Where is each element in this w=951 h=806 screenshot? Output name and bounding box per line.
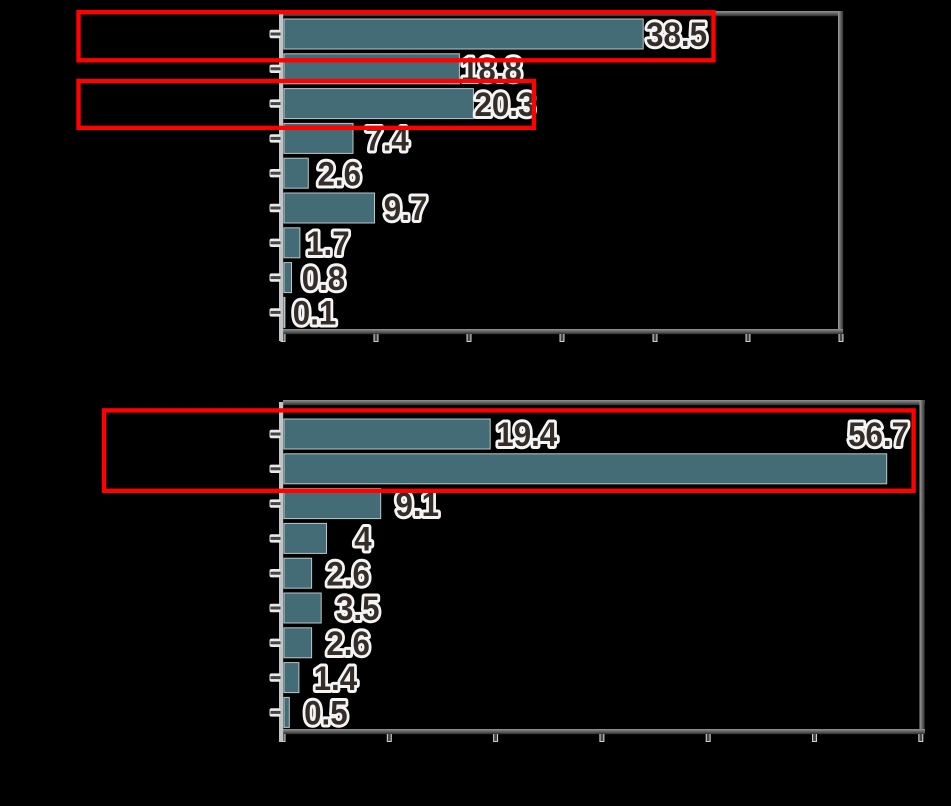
svg-text:38.5: 38.5	[646, 16, 707, 54]
svg-text:0.1: 0.1	[293, 295, 337, 333]
svg-text:4: 4	[354, 521, 371, 559]
svg-text:3.5: 3.5	[336, 590, 380, 628]
svg-text:19.4: 19.4	[496, 416, 557, 454]
svg-text:2.6: 2.6	[318, 155, 362, 193]
svg-text:56.7: 56.7	[848, 416, 909, 454]
svg-text:4: 4	[354, 521, 371, 559]
svg-text:0.1: 0.1	[293, 295, 337, 333]
svg-text:7.4: 7.4	[365, 121, 409, 159]
svg-text:2.6: 2.6	[326, 555, 370, 593]
svg-text:56.7: 56.7	[848, 416, 909, 454]
svg-text:0.8: 0.8	[302, 260, 346, 298]
svg-text:19.4: 19.4	[496, 416, 557, 454]
svg-text:2.6: 2.6	[326, 625, 370, 663]
svg-text:20.3: 20.3	[475, 86, 536, 124]
svg-text:1.4: 1.4	[314, 660, 358, 698]
svg-text:0.8: 0.8	[302, 260, 346, 298]
svg-text:3.5: 3.5	[336, 590, 380, 628]
svg-text:18.8: 18.8	[461, 51, 522, 89]
svg-text:0.5: 0.5	[304, 695, 348, 733]
svg-text:9.7: 9.7	[384, 190, 428, 228]
svg-text:18.8: 18.8	[461, 51, 522, 89]
svg-text:1.7: 1.7	[306, 225, 350, 263]
svg-text:1.4: 1.4	[314, 660, 358, 698]
svg-text:9.7: 9.7	[384, 190, 428, 228]
svg-text:1.7: 1.7	[306, 225, 350, 263]
svg-text:0.5: 0.5	[304, 695, 348, 733]
svg-text:2.6: 2.6	[326, 555, 370, 593]
svg-text:38.5: 38.5	[646, 16, 707, 54]
svg-text:2.6: 2.6	[318, 155, 362, 193]
svg-text:20.3: 20.3	[475, 86, 536, 124]
svg-text:2.6: 2.6	[326, 625, 370, 663]
